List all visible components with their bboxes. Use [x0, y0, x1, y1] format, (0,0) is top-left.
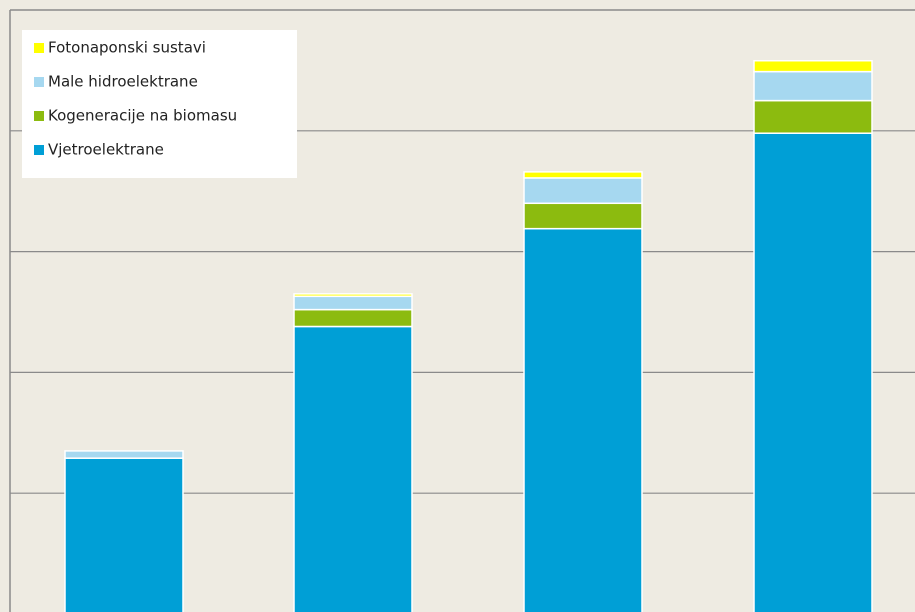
bar-segment: [523, 202, 643, 230]
bar-segment: [293, 293, 413, 298]
bar-segment: [293, 325, 413, 612]
bar-segment: [753, 99, 873, 134]
legend-label: Fotonaponski sustavi: [48, 39, 206, 57]
legend-swatch: [34, 111, 44, 121]
bar-segment: [753, 70, 873, 102]
bar-segment: [523, 177, 643, 205]
bar-segment: [64, 457, 184, 612]
legend-swatch: [34, 43, 44, 53]
bar-segment: [753, 59, 873, 73]
legend-label: Vjetroelektrane: [48, 141, 164, 159]
legend-label: Kogeneracije na biomasu: [48, 107, 237, 125]
bar-segment: [523, 227, 643, 612]
bar-segment: [523, 171, 643, 179]
legend-swatch: [34, 77, 44, 87]
bar-segment: [293, 295, 413, 311]
bar-segment: [753, 132, 873, 612]
bar-segment: [64, 450, 184, 459]
bar-segment: [293, 308, 413, 328]
legend-box: [22, 30, 297, 178]
legend-label: Male hidroelektrane: [48, 73, 198, 91]
legend-swatch: [34, 145, 44, 155]
